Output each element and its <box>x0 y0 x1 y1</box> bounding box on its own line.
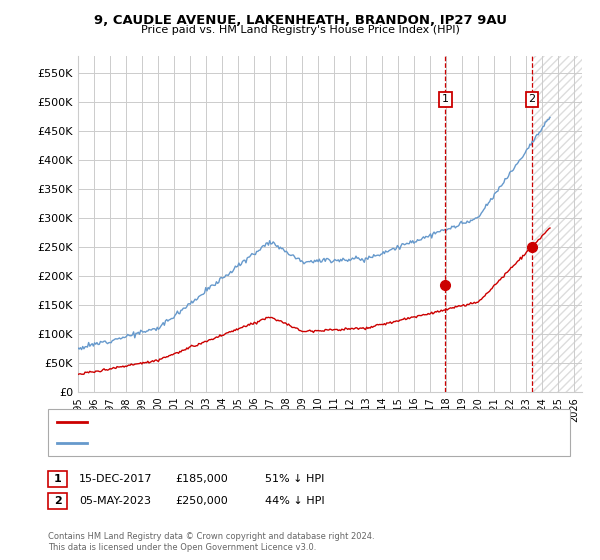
Text: 2: 2 <box>54 496 61 506</box>
Text: 1: 1 <box>54 474 61 484</box>
Text: £185,000: £185,000 <box>175 474 228 484</box>
Text: HPI: Average price, detached house, West Suffolk: HPI: Average price, detached house, West… <box>93 438 334 448</box>
Text: 9, CAUDLE AVENUE, LAKENHEATH, BRANDON, IP27 9AU: 9, CAUDLE AVENUE, LAKENHEATH, BRANDON, I… <box>94 14 506 27</box>
Text: £250,000: £250,000 <box>175 496 228 506</box>
Text: Price paid vs. HM Land Registry's House Price Index (HPI): Price paid vs. HM Land Registry's House … <box>140 25 460 35</box>
Text: 44% ↓ HPI: 44% ↓ HPI <box>265 496 325 506</box>
Text: Contains HM Land Registry data © Crown copyright and database right 2024.
This d: Contains HM Land Registry data © Crown c… <box>48 532 374 552</box>
Text: 05-MAY-2023: 05-MAY-2023 <box>79 496 151 506</box>
Bar <box>532 56 582 392</box>
Text: 9, CAUDLE AVENUE, LAKENHEATH, BRANDON, IP27 9AU (detached house): 9, CAUDLE AVENUE, LAKENHEATH, BRANDON, I… <box>93 417 455 427</box>
Text: 2: 2 <box>529 95 535 105</box>
Text: 15-DEC-2017: 15-DEC-2017 <box>79 474 152 484</box>
Bar <box>532 56 582 392</box>
Text: 1: 1 <box>442 95 449 105</box>
Text: 51% ↓ HPI: 51% ↓ HPI <box>265 474 325 484</box>
